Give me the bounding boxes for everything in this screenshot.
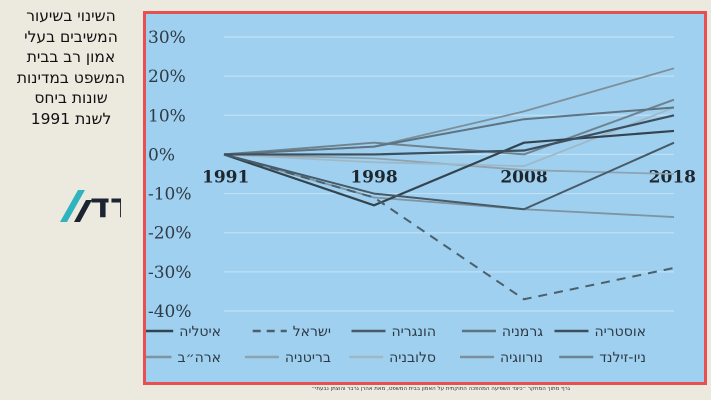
series-line <box>223 129 675 207</box>
x-tick-label: 2008 <box>500 167 547 187</box>
legend-label: בריטניה <box>285 350 331 366</box>
legend-label: ארה״ב <box>177 350 221 366</box>
y-tick-label: 20% <box>148 67 186 87</box>
x-tick-label: 2018 <box>649 167 696 187</box>
legend-label: איטליה <box>179 324 221 340</box>
legend-label: נורווגיה <box>500 350 543 366</box>
svg-text:ה: ה <box>26 186 28 226</box>
y-tick-label: -40% <box>148 302 192 322</box>
series-line <box>223 106 675 156</box>
chart-caption: גרף מתוך המחקר ״כיצד השפיעה המהפכה החוקת… <box>311 386 570 392</box>
y-tick-label: -10% <box>148 185 192 205</box>
line-chart: 30% 20% 10% 0% -10% -20% -30% -40% 1991 1998 2008 2… <box>146 28 696 366</box>
legend-label: אוסטריה <box>594 324 646 340</box>
y-tick-label: 10% <box>148 106 186 126</box>
legend-label: ישראל <box>293 324 331 340</box>
y-tick-label: 0% <box>148 145 175 165</box>
y-tick-label: -30% <box>148 263 192 283</box>
legend-label: הונגריה <box>391 324 436 340</box>
chart-panel: 30% 20% 10% 0% -10% -20% -30% -40% 1991 1998 2008 2… <box>143 11 707 385</box>
series-line <box>224 114 675 156</box>
series-line <box>223 141 675 211</box>
legend-label: סלובניה <box>389 350 436 366</box>
legend-label: ניו-זילנד <box>599 350 646 366</box>
x-tick-label: 1998 <box>350 167 397 187</box>
series-line <box>223 67 675 156</box>
x-tick-label: 1991 <box>202 167 249 187</box>
hamadad-logo: ה דד <box>26 186 121 226</box>
legend-label: גרמניה <box>502 324 543 340</box>
series-line <box>223 153 675 301</box>
y-tick-label: -20% <box>148 224 192 244</box>
series-line <box>223 153 675 218</box>
svg-text:דד: דד <box>90 186 121 226</box>
series-line <box>223 98 675 156</box>
y-tick-label: 30% <box>148 28 186 48</box>
side-title: השינוי בשיעור המשיבים בעלי אמון רב בבית … <box>16 7 126 128</box>
